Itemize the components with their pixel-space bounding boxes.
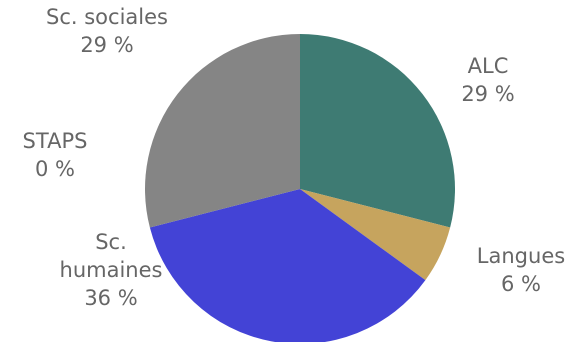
slice-label-langues: Langues 6 % — [477, 244, 565, 296]
pie-slice-sc-sociales — [144, 34, 300, 228]
pie-slices — [144, 34, 456, 342]
slice-value: 29 % — [80, 33, 133, 57]
slice-name: Sc. — [95, 230, 127, 254]
pie-slice-langues — [300, 189, 451, 281]
slice-name: humaines — [60, 258, 163, 282]
slice-label-staps: STAPS 0 % — [23, 129, 88, 181]
slice-value: 36 % — [84, 286, 137, 310]
slice-value: 6 % — [501, 272, 541, 296]
pie-slice-sc-humaines — [149, 189, 426, 342]
slice-name: Sc. sociales — [46, 5, 168, 29]
slice-name: STAPS — [23, 129, 88, 153]
slice-value: 29 % — [461, 82, 514, 106]
slice-label-sc-humaines: Sc. humaines 36 % — [60, 230, 163, 310]
slice-label-alc: ALC 29 % — [461, 54, 514, 106]
pie-slice-alc — [300, 34, 456, 228]
slice-label-sc-sociales: Sc. sociales 29 % — [46, 5, 168, 57]
slice-value: 0 % — [35, 157, 75, 181]
pie-labels: ALC 29 % Langues 6 % Sc. humaines 36 % STAPS 0 %… — [23, 5, 566, 310]
slice-name: Langues — [477, 244, 565, 268]
slice-name: ALC — [468, 54, 509, 78]
